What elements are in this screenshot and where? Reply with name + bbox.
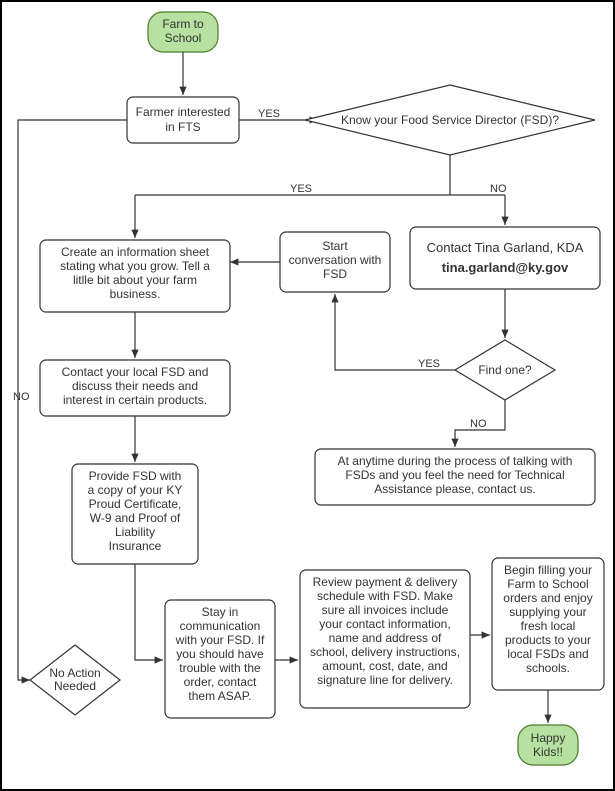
node-review-l1: Review payment & delivery: [313, 575, 458, 589]
node-info-l1: Create an information sheet: [61, 245, 210, 259]
node-provide-l4: W-9 and Proof of: [90, 511, 181, 525]
node-tech-l2: FSDs and you feel the need for Technical: [345, 468, 564, 482]
node-happy-l1: Happy: [531, 731, 566, 745]
node-contact-kda-l2: tina.garland@ky.gov: [442, 260, 569, 275]
edge-label-yes2: YES: [290, 183, 312, 195]
node-stay-l1: Stay in: [202, 605, 239, 619]
node-stay-l2: communication: [180, 619, 261, 633]
node-review-l5: name and address of: [329, 631, 442, 645]
node-info-l4: business.: [110, 287, 161, 301]
node-stay-l5: trouble with the: [179, 661, 261, 675]
node-farmer-l1: Farmer interested: [136, 105, 231, 119]
node-start-conv-l3: FSD: [323, 267, 347, 281]
flowchart-canvas: Farm to School Farmer interested in FTS …: [0, 0, 615, 791]
edge-label-yes3: YES: [418, 358, 440, 370]
node-begin-l7: local FSDs and: [507, 647, 588, 661]
node-stay-l7: them ASAP.: [188, 689, 251, 703]
node-noaction-l2: Needed: [54, 679, 96, 693]
node-provide-l1: Provide FSD with: [89, 469, 182, 483]
node-begin-l6: products to your: [505, 633, 591, 647]
edge-provide-stay: [135, 564, 163, 660]
node-farmer-l2: in FTS: [165, 120, 200, 134]
node-noaction-l1: No Action: [49, 666, 100, 680]
node-begin-l4: supplying your: [509, 605, 586, 619]
node-begin-l5: fresh local: [521, 619, 576, 633]
node-info-l3: litlle bit about your farm: [73, 273, 197, 287]
node-stay-l6: order, contact: [184, 675, 257, 689]
node-begin-l1: Begin filling your: [504, 563, 592, 577]
node-provide-l6: Insurance: [109, 539, 162, 553]
node-start-text-l2: School: [165, 31, 202, 45]
node-review-l7: amount, cost, date, and: [322, 659, 447, 673]
node-cl-l3: interest in certain products.: [63, 393, 207, 407]
node-provide-l5: Liability: [115, 525, 155, 539]
edge-label-no3: NO: [470, 418, 487, 430]
node-tech-l3: Assistance please, contact us.: [374, 482, 535, 496]
node-happy-l2: Kids!!: [533, 745, 563, 759]
node-stay-l3: with your FSD. If: [175, 633, 265, 647]
node-review-l2: schedule with FSD. Make: [317, 589, 453, 603]
edge-label-no1: NO: [13, 391, 30, 403]
node-provide-l2: a copy of your KY: [88, 483, 183, 497]
node-know-fsd-text: Know your Food Service Director (FSD)?: [341, 113, 559, 127]
node-tech-l1: At anytime during the process of talking…: [338, 454, 573, 468]
node-start-conv-l2: conversation with: [289, 253, 382, 267]
node-review-l4: your contact information,: [319, 617, 450, 631]
node-cl-l1: Contact your local FSD and: [62, 365, 209, 379]
node-info-l2: stating what you grow. Tell a: [60, 259, 210, 273]
node-begin-l3: orders and enjoy: [503, 591, 592, 605]
node-start-conv-l1: Start: [322, 239, 348, 253]
node-begin-l2: Farm to School: [507, 577, 588, 591]
node-provide-l3: Proud Certificate,: [89, 497, 182, 511]
node-review-l6: school, delivery instructions,: [310, 645, 460, 659]
node-start-text-l1: Farm to: [162, 17, 204, 31]
node-cl-l2: discuss their needs and: [72, 379, 198, 393]
edge-label-no2: NO: [490, 183, 507, 195]
edge-label-yes1: YES: [258, 108, 280, 120]
node-begin-l8: schools.: [526, 661, 570, 675]
node-stay-l4: you should have: [176, 647, 264, 661]
node-find-one-text: Find one?: [478, 363, 532, 377]
node-review-l3: sure all invoices include: [322, 603, 449, 617]
node-contact-kda: [410, 227, 600, 289]
node-review-l8: signature line for delivery.: [317, 673, 453, 687]
node-contact-kda-l1: Contact Tina Garland, KDA: [427, 240, 584, 255]
